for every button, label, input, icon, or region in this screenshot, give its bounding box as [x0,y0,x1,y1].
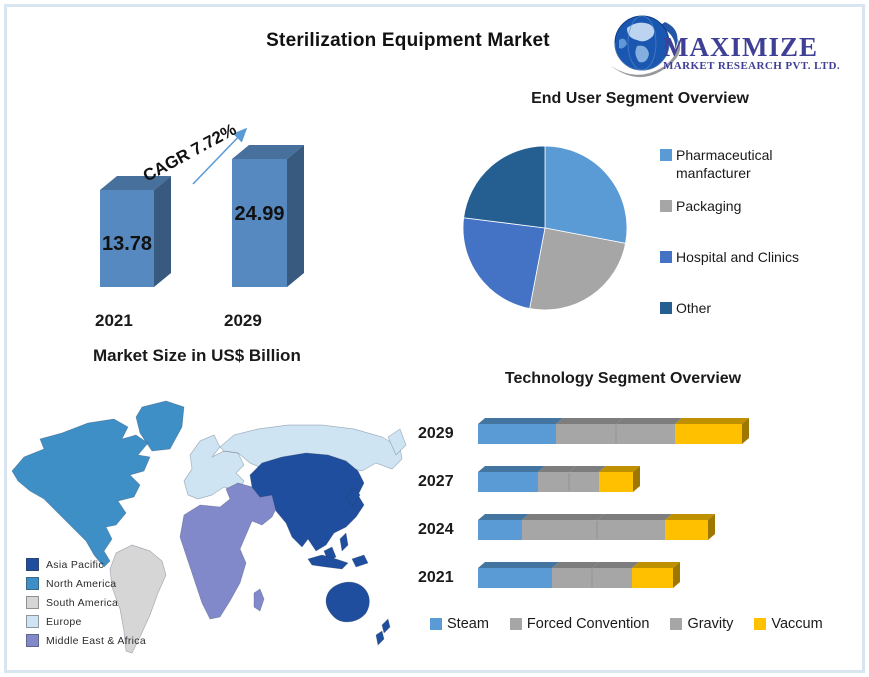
map-region-middle-east-africa [179,482,279,620]
brand-logo: MAXIMIZE MARKET RESEARCH PVT. LTD. [607,8,855,86]
tech-bar-2021-gravity [592,568,632,588]
tech-bar-2024-steam [478,520,522,540]
legend-swatch-asia-pacific [26,558,39,571]
tech-bar-2029-forced-convention [556,424,616,444]
tech-category-2024: 2024 [418,521,454,538]
map-region-australia [325,581,370,623]
legend-label-packaging: Packaging [676,198,742,214]
tech-bar-2024-vaccum [665,520,708,540]
legend-swatch-hospital [660,251,672,263]
legend-label-steam: Steam [447,616,489,632]
pie-legend-item: Other [660,299,825,317]
tech-category-2021: 2021 [418,569,454,586]
tech-bar-2024-gravity [597,520,665,540]
svg-text:13.78: 13.78 [102,233,152,255]
map-region-new-zealand [375,618,391,646]
pie-slice-other [463,145,546,229]
market-size-chart-title: Market Size in US$ Billion [93,346,301,365]
legend-swatch-north-america [26,577,39,590]
tech-bar-2027-forced-convention [538,472,569,492]
end-user-chart-title: End User Segment Overview [531,90,749,107]
pie-legend-item: Packaging [660,197,825,215]
technology-stacked-bar-chart [478,418,749,588]
legend-item-forced-convention: Forced Convention [509,616,650,632]
map-region-philippines [339,532,349,552]
legend-swatch-pharmaceutical [660,149,672,161]
legend-label-forced-convention: Forced Convention [526,616,650,632]
page-title: Sterilization Equipment Market [266,30,550,51]
technology-legend: Steam Forced Convention Gravity Vaccum [430,616,823,632]
tech-category-2029: 2029 [418,425,454,442]
tech-bar-2021-forced-convention [552,568,592,588]
legend-item-vaccum: Vaccum [754,616,823,632]
map-legend-item-asia-pacific: Asia Pacific [26,555,146,574]
map-legend: Asia Pacific North America South America… [26,555,146,650]
tech-bar-2027-vaccum [599,472,633,492]
tech-bar-2021-vaccum [632,568,673,588]
map-region-japan [345,486,361,508]
tech-bar-2029-steam [478,424,556,444]
legend-swatch-packaging [660,200,672,212]
map-region-south-america [109,544,167,654]
legend-swatch-steam [430,618,442,630]
tech-bar-2027-gravity [569,472,599,492]
legend-label-south-america: South America [46,596,119,609]
pie-slice-pharmaceutical-manfacturer [544,145,628,244]
pie-legend-item: Pharmaceutical manfacturer [660,146,825,182]
legend-swatch-vaccum [754,618,767,630]
map-region-indonesia [307,554,349,570]
market-size-bar-chart: 13.78 24.99 CAGR 7.72% [100,120,304,287]
end-user-pie-chart [462,145,628,311]
legend-label-middle-east-africa: Middle East & Africa [46,634,146,647]
map-region-asia-pacific [249,452,365,552]
svg-text:24.99: 24.99 [234,203,284,225]
map-legend-item-south-america: South America [26,593,146,612]
pie-slice-hospital-and-clinics [462,217,546,310]
legend-swatch-forced-convention [509,618,522,630]
legend-label-pharmaceutical: Pharmaceutical manfacturer [676,147,773,181]
legend-label-gravity: Gravity [687,616,734,632]
logo-company-subtitle: MARKET RESEARCH PVT. LTD. [663,60,840,72]
tech-bar-2029-gravity [616,424,675,444]
map-region-north-america [11,418,151,568]
regional-world-map [11,400,407,654]
legend-label-north-america: North America [46,577,117,590]
tech-category-2027: 2027 [418,473,454,490]
legend-label-other: Other [676,300,712,316]
pie-legend-item: Hospital and Clinics [660,248,825,266]
map-region-kamchatka [387,428,407,456]
legend-item-steam: Steam [430,616,489,632]
tech-bar-2029-vaccum [675,424,742,444]
map-legend-item-north-america: North America [26,574,146,593]
map-legend-item-middle-east-africa: Middle East & Africa [26,631,146,650]
pie-slice-packaging [529,227,627,311]
tech-bar-2024-forced-convention [522,520,597,540]
tech-bar-2021-steam [478,568,552,588]
legend-label-vaccum: Vaccum [771,616,823,632]
map-region-madagascar [253,588,265,612]
map-region-new-guinea [351,554,369,568]
legend-label-hospital: Hospital and Clinics [676,249,799,265]
map-legend-item-europe: Europe [26,612,146,631]
growth-category-2029: 2029 [224,311,262,330]
legend-item-gravity: Gravity [670,616,733,632]
svg-text:CAGR 7.72%: CAGR 7.72% [140,120,240,186]
logo-company-name: MAXIMIZE [663,32,818,62]
technology-chart-title: Technology Segment Overview [504,370,742,387]
legend-swatch-other [660,302,672,314]
map-region-greenland [135,400,185,452]
legend-swatch-gravity [670,618,683,630]
legend-swatch-europe [26,615,39,628]
legend-label-asia-pacific: Asia Pacific [46,558,104,571]
legend-label-europe: Europe [46,615,82,628]
growth-category-2021: 2021 [95,311,133,330]
tech-bar-2027-steam [478,472,538,492]
legend-swatch-south-america [26,596,39,609]
globe-icon [611,15,681,78]
legend-swatch-middle-east-africa [26,634,39,647]
